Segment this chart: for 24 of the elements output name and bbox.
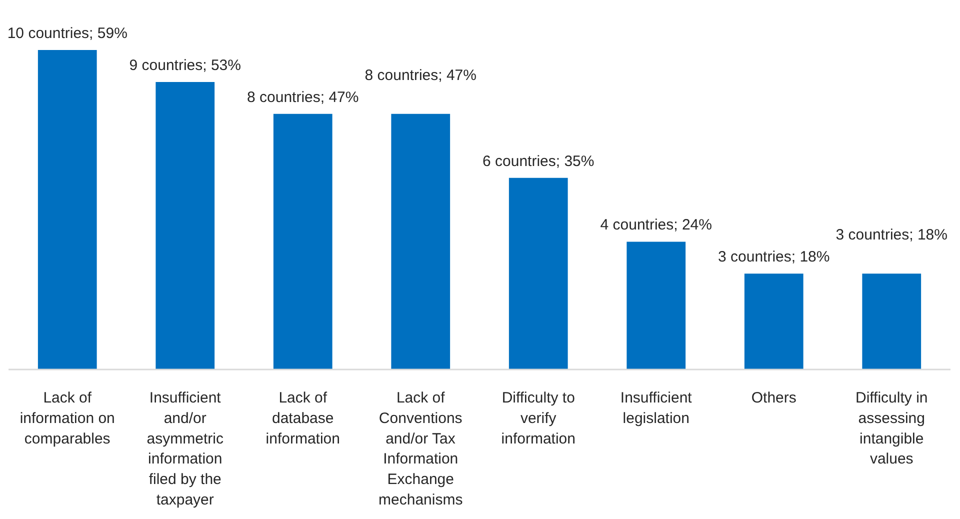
data-label: 8 countries; 47% (247, 88, 359, 106)
x-tick-label: Difficulty to verify information (501, 390, 576, 448)
x-tick-label: Others (751, 390, 796, 406)
bar (391, 114, 450, 370)
bar (626, 242, 686, 370)
x-tick-label: Lack of database information (266, 390, 340, 448)
data-label: 10 countries; 59% (7, 25, 128, 42)
data-label: 3 countries; 18% (836, 226, 948, 244)
x-tick-label: Insufficient and/or asymmetric information filed by the taxpayer (146, 390, 224, 508)
x-tick-label: Lack of Conventions and/or Tax Information Exchange mechanisms (378, 390, 463, 508)
x-tick-label: Lack of information on comparables (20, 390, 115, 448)
data-label: 8 countries; 47% (364, 66, 476, 84)
data-label: 9 countries; 53% (129, 56, 241, 74)
data-label: 3 countries; 18% (718, 248, 830, 266)
x-tick-label: Insufficient legislation (620, 390, 693, 427)
x-tick-label: Difficulty in assessing intangible values (856, 390, 928, 468)
bar (744, 274, 804, 370)
data-label: 6 countries; 35% (482, 152, 594, 170)
bar (38, 50, 97, 370)
bar (156, 82, 215, 370)
bar (508, 178, 568, 370)
bar (862, 274, 922, 370)
bar (273, 114, 332, 370)
data-label: 4 countries; 24% (600, 216, 712, 234)
